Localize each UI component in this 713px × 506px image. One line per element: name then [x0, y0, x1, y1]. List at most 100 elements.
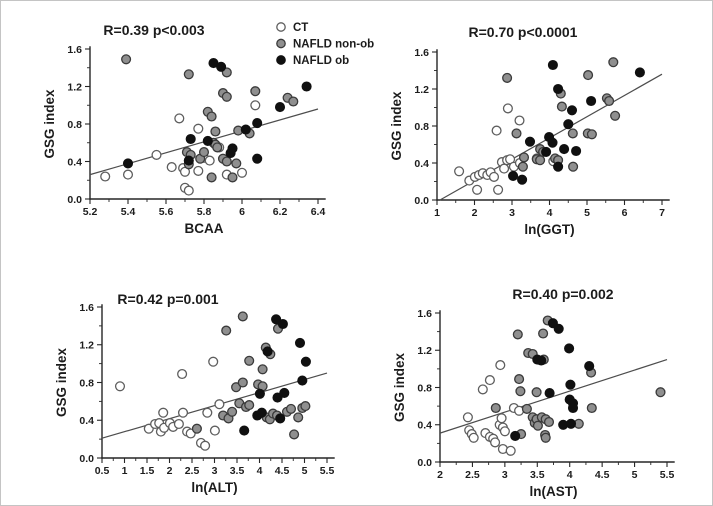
x-tick-label: 6.2 [273, 206, 288, 218]
point-nafld-non-ob [511, 128, 522, 139]
point-nafld-non-ob [250, 86, 261, 97]
legend-marker-nafld-non-ob [276, 38, 286, 49]
point-ct [177, 368, 188, 380]
y-tick-label: 1.6 [417, 308, 432, 320]
point-nafld-non-ob [515, 386, 526, 397]
point-nafld-ob [563, 119, 574, 130]
y-tick-label: 1.2 [414, 84, 429, 96]
point-nafld-ob [301, 81, 312, 92]
point-nafld-ob [183, 155, 194, 166]
point-nafld-non-ob [293, 412, 304, 423]
point-nafld-ob [547, 59, 558, 71]
y-axis-label: GSG index [389, 91, 404, 161]
point-ct [484, 375, 495, 386]
x-tick-label: 2 [437, 469, 443, 481]
point-nafld-ob [567, 402, 579, 414]
point-ct [209, 425, 220, 436]
point-nafld-ob [256, 407, 267, 418]
x-tick-label: 5 [632, 469, 638, 481]
trend-line [439, 358, 668, 434]
point-nafld-non-ob [608, 57, 619, 68]
point-nafld-ob [294, 337, 306, 348]
point-ct [250, 100, 261, 111]
point-ct [462, 412, 473, 423]
point-nafld-ob [553, 83, 564, 95]
point-ct [514, 115, 525, 126]
point-nafld-non-ob [221, 325, 232, 336]
point-nafld-ob [547, 137, 558, 148]
x-axis-label: BCAA [185, 221, 224, 236]
point-ct [502, 103, 513, 114]
x-tick-label: 4 [547, 207, 553, 219]
panel-ggt: 0.0 0.4 0.8 1.2 1.6 1 2 3 4 5 6 7 R=0.70 p<0.0001 ln(… [389, 24, 670, 237]
x-tick-label: 6 [239, 206, 245, 218]
point-ct [177, 407, 189, 418]
y-axis-label: GSG index [42, 89, 57, 159]
y-tick-label: 0.8 [414, 121, 429, 133]
point-ct [505, 445, 516, 456]
point-nafld-non-ob [227, 406, 238, 417]
point-nafld-non-ob [206, 111, 217, 122]
legend-marker-nafld-ob [276, 55, 286, 65]
point-ct [122, 169, 134, 180]
point-ct [174, 113, 185, 124]
y-tick-label: 0.8 [79, 377, 94, 389]
legend-label-ct: CT [293, 22, 308, 34]
point-nafld-non-ob [655, 387, 666, 398]
panel-title: R=0.39 p<0.003 [103, 22, 204, 38]
point-nafld-non-ob [210, 126, 221, 137]
x-tick-label: 4 [567, 469, 573, 481]
y-tick-label: 1.6 [79, 302, 94, 314]
point-ct [166, 162, 177, 173]
point-nafld-non-ob [221, 156, 232, 167]
y-tick-label: 0.0 [67, 194, 82, 206]
point-ct [454, 166, 465, 177]
legend: CT NAFLD non-ob NAFLD ob [276, 22, 374, 67]
point-nafld-ob [202, 135, 213, 146]
y-tick-label: 0.4 [417, 420, 432, 432]
point-nafld-non-ob [244, 400, 255, 411]
point-nafld-non-ob [244, 355, 255, 366]
point-nafld-non-ob [540, 432, 551, 443]
y-tick-label: 0.0 [79, 453, 94, 465]
point-nafld-non-ob [288, 96, 299, 107]
x-tick-label: 3 [509, 207, 515, 219]
point-nafld-ob [571, 145, 582, 157]
point-ct [202, 407, 213, 418]
point-nafld-ob [553, 323, 564, 334]
point-nafld-non-ob [583, 70, 594, 81]
point-nafld-non-ob [206, 172, 217, 183]
point-ct [491, 125, 502, 136]
y-axis-label: GSG index [392, 353, 407, 423]
x-tick-label: 0.5 [95, 465, 110, 477]
point-nafld-ob [510, 430, 521, 441]
point-ct [151, 149, 162, 160]
x-tick-label: 5.8 [197, 206, 212, 218]
point-nafld-ob [541, 146, 552, 157]
point-ct [493, 184, 504, 195]
x-tick-label: 5 [302, 465, 308, 477]
x-tick-label: 2.5 [465, 469, 480, 481]
point-nafld-non-ob [512, 329, 523, 340]
point-nafld-ob [559, 144, 570, 155]
point-nafld-non-ob [610, 110, 621, 121]
point-nafld-ob [239, 425, 250, 436]
x-tick-label: 2.5 [185, 465, 200, 477]
y-tick-label: 0.4 [414, 158, 429, 170]
point-nafld-non-ob [568, 161, 579, 172]
point-nafld-ob [252, 118, 263, 129]
point-nafld-non-ob [237, 377, 248, 388]
x-tick-label: 3 [502, 469, 508, 481]
point-nafld-ob [122, 158, 134, 169]
point-nafld-non-ob [257, 364, 268, 375]
point-ct [204, 155, 215, 166]
point-nafld-ob [227, 143, 238, 154]
x-tick-label: 1 [122, 465, 128, 477]
point-nafld-non-ob [532, 420, 543, 431]
x-tick-label: 4 [257, 465, 263, 477]
point-ct [236, 167, 248, 178]
point-nafld-non-ob [517, 161, 528, 172]
point-nafld-ob [517, 174, 528, 185]
point-nafld-ob [254, 388, 265, 399]
point-nafld-non-ob [586, 402, 597, 414]
